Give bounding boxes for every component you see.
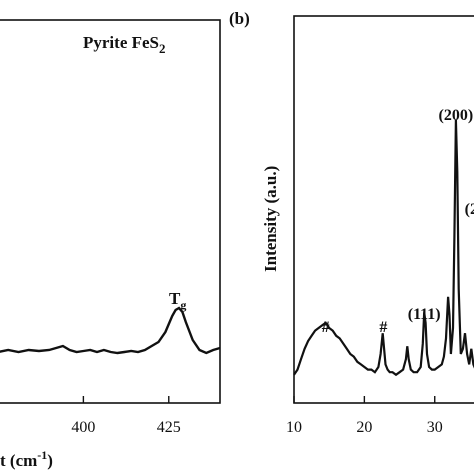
panel-b-tick-label: 10 <box>286 419 302 436</box>
panel-b-frame <box>293 15 474 404</box>
panel-b-label: (b) <box>229 9 250 28</box>
panel-a: 400 425 Pyrite FeS2 Tg t (cm-1) <box>0 19 221 470</box>
panel-a-ticks: 400 425 <box>71 396 181 436</box>
panel-a-frame <box>0 19 221 404</box>
panel-b-annotation: (111) <box>408 306 441 323</box>
panel-b-annotation: # <box>322 319 330 336</box>
panel-b-annotations: # # (111) (200) (2 <box>322 107 474 336</box>
panel-b-series-line <box>293 119 474 377</box>
panel-b-tick-label: 20 <box>356 419 372 436</box>
panel-a-title: Pyrite FeS2 <box>83 33 166 56</box>
panel-a-xlabel: t (cm-1) <box>0 448 53 470</box>
panel-b-ylabel: Intensity (a.u.) <box>261 166 280 272</box>
panel-b-annotation: (2 <box>465 201 474 218</box>
panel-b: 10 20 30 # # (111) (200) (2 (b) Intensity (a.u… <box>229 9 474 436</box>
panel-a-peak-label: Tg <box>169 289 186 312</box>
panel-a-tick-label: 400 <box>71 419 95 436</box>
panel-b-annotation: (200) <box>439 107 474 124</box>
panel-b-ticks: 10 20 30 <box>286 396 443 436</box>
panel-a-series-line <box>0 306 221 355</box>
panel-b-tick-label: 30 <box>427 419 443 436</box>
panel-b-annotation: # <box>379 319 387 336</box>
panel-a-tick-label: 425 <box>157 419 181 436</box>
